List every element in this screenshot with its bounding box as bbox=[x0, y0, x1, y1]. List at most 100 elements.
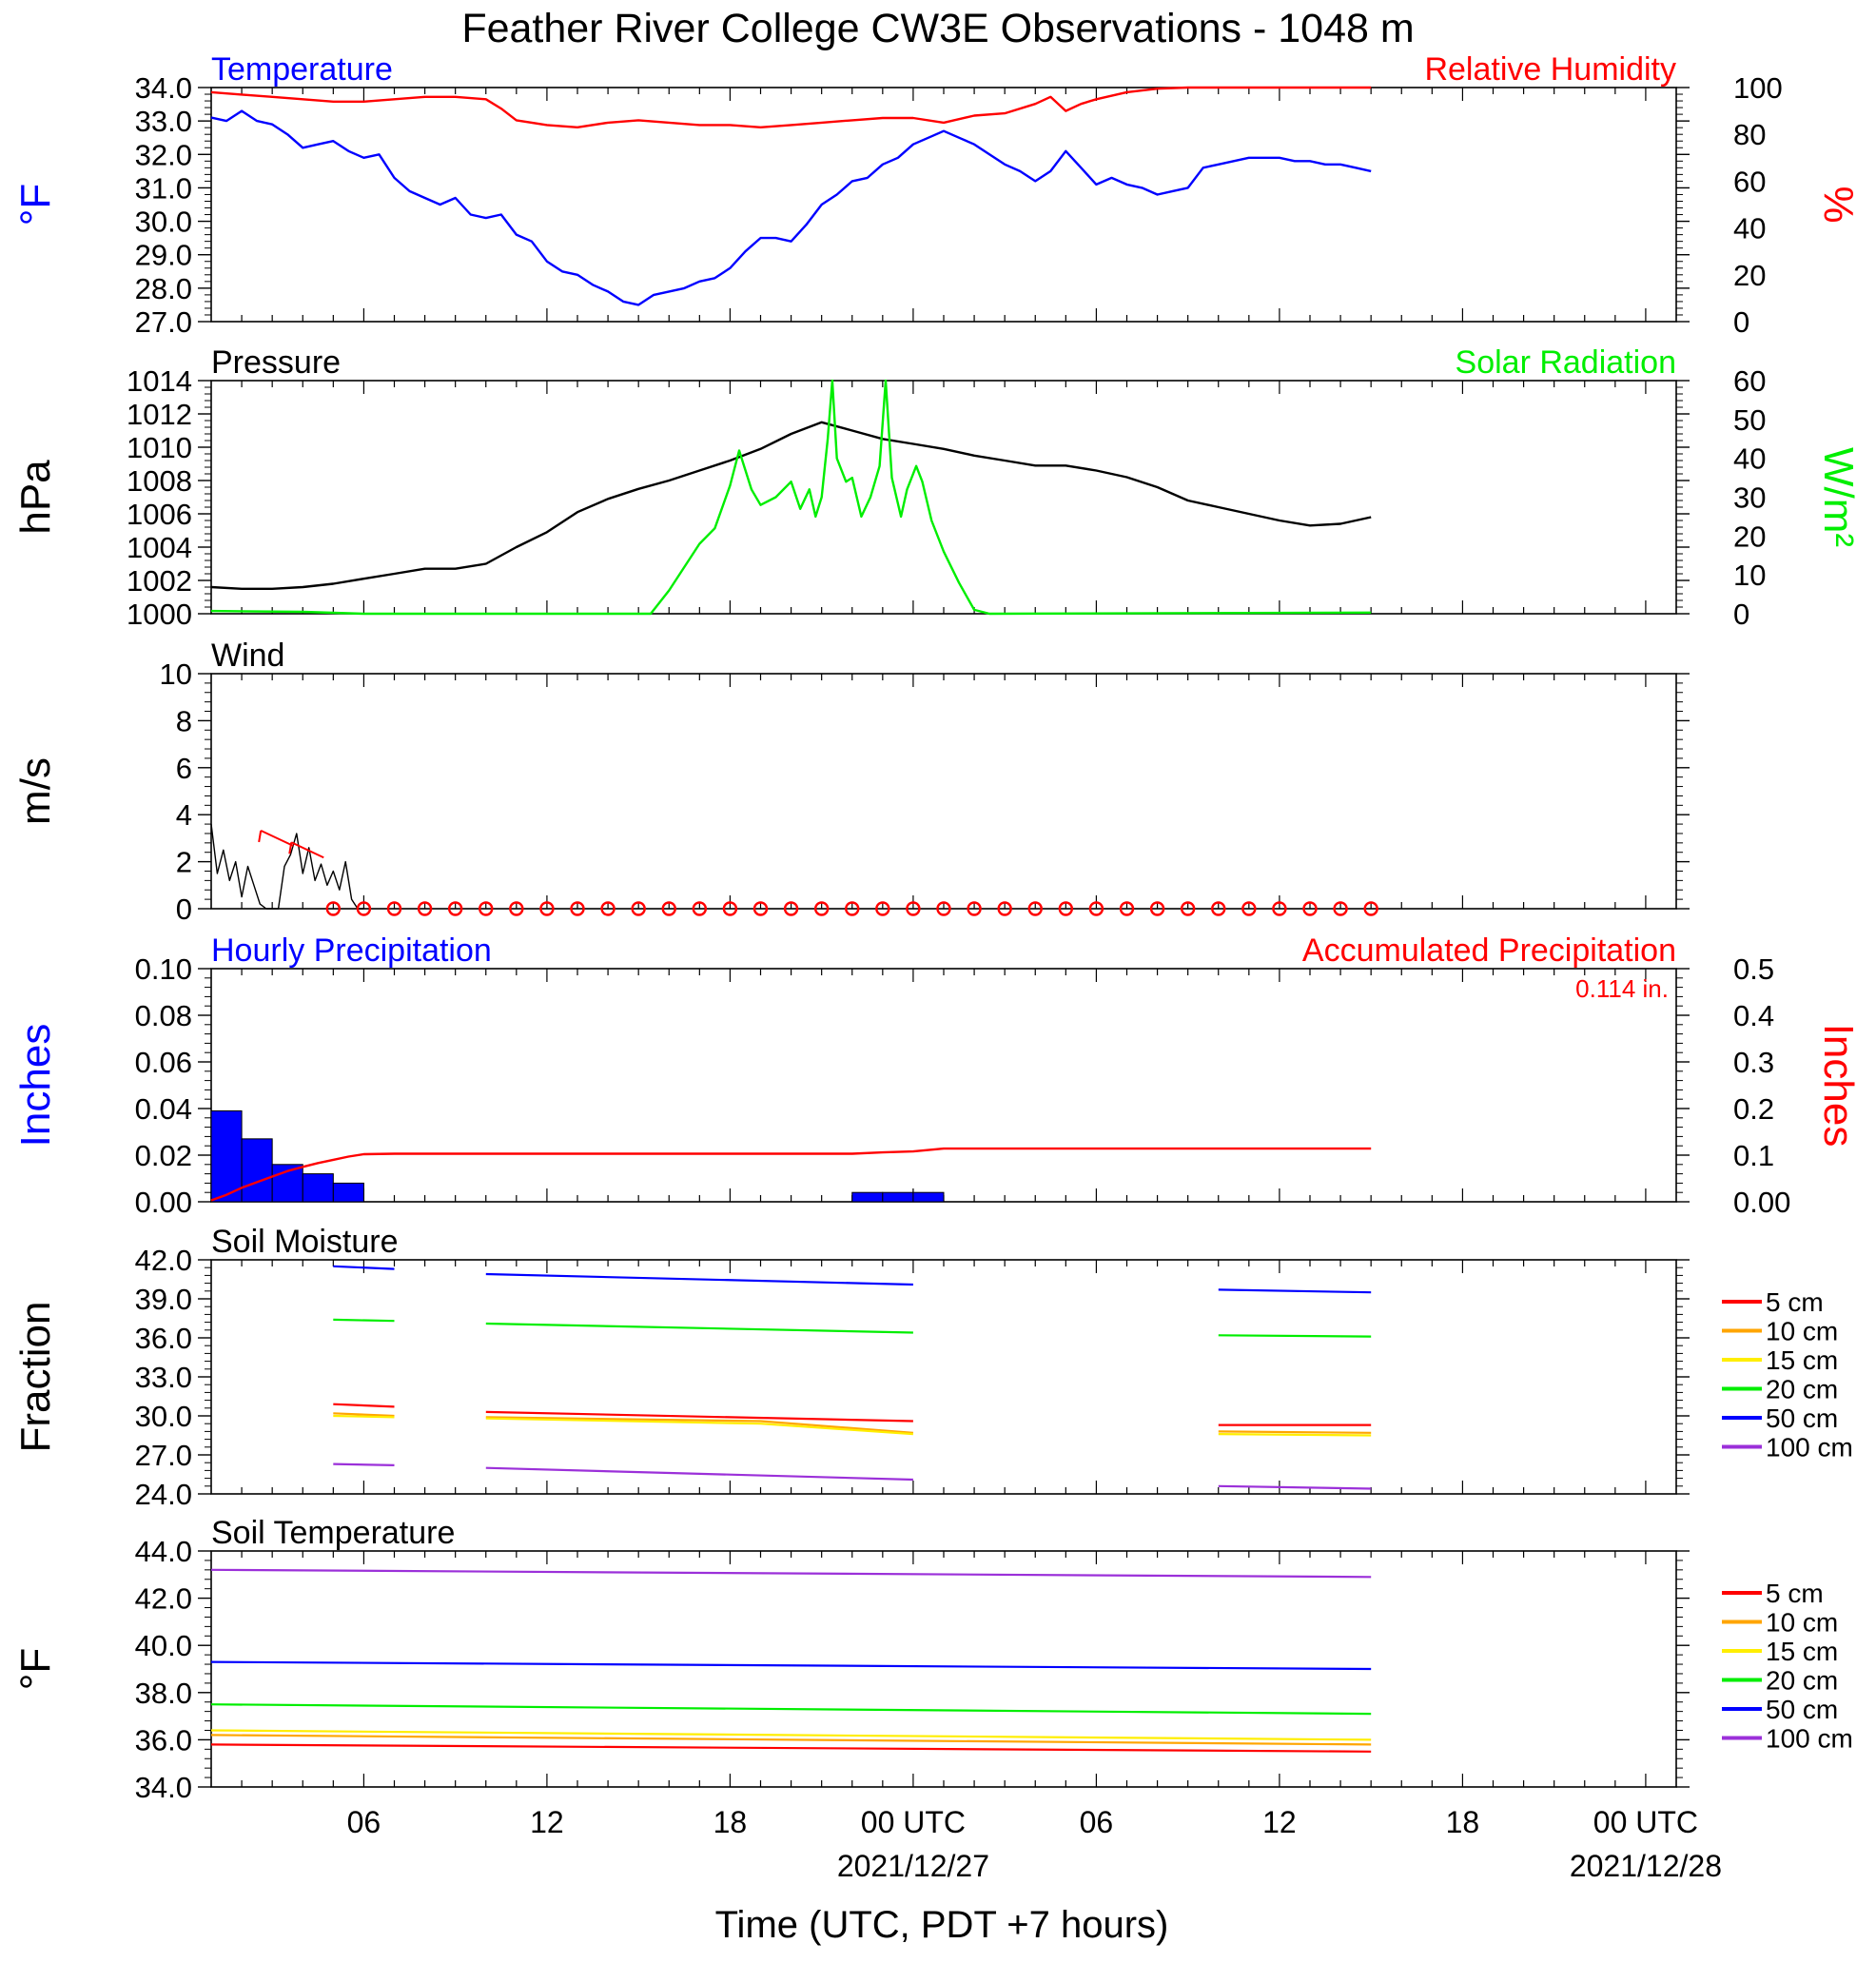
y-axis-label-right: % bbox=[1815, 186, 1862, 223]
series-line-100-cm bbox=[210, 1568, 1372, 1579]
y-tick-label-left: 10 bbox=[160, 658, 192, 691]
y-tick-label-right: 100 bbox=[1733, 71, 1783, 105]
y-tick-label-right: 50 bbox=[1733, 403, 1766, 437]
precip-bar bbox=[332, 1182, 364, 1203]
panel-frame bbox=[210, 1550, 1677, 1788]
calm-wind-marker bbox=[752, 901, 769, 916]
time-tick-label: 18 bbox=[1446, 1805, 1480, 1839]
calm-wind-marker bbox=[417, 901, 433, 916]
y-tick-label-left: 1010 bbox=[127, 431, 192, 464]
panel-temperature_rh: 34.033.032.031.030.029.028.027.0 100 80 60 4… bbox=[12, 51, 1862, 339]
calm-wind-marker bbox=[1363, 901, 1378, 916]
time-tick-label: 06 bbox=[1080, 1805, 1114, 1839]
y-tick-label-left: 27.0 bbox=[135, 305, 192, 339]
series-segment-50-cm bbox=[1218, 1288, 1372, 1294]
y-axis-label-left: m/s bbox=[12, 757, 59, 825]
date-label: 2021/12/28 bbox=[1570, 1849, 1722, 1883]
legend-label: 50 cm bbox=[1766, 1404, 1838, 1433]
calm-wind-marker bbox=[906, 901, 921, 916]
y-tick-label-right: 30 bbox=[1733, 481, 1766, 515]
legend-label: 20 cm bbox=[1766, 1375, 1838, 1404]
calm-wind-marker bbox=[1302, 901, 1318, 916]
legend-label: 15 cm bbox=[1766, 1345, 1838, 1375]
y-axis-label-right: W/m² bbox=[1815, 447, 1862, 547]
time-axis: 06 12 18 00 UTC 2021/12/27 06 12 18 00 UTC 2021/1… bbox=[347, 1805, 1722, 1883]
series-segment-20-cm bbox=[485, 1322, 913, 1334]
series-segment-20-cm bbox=[333, 1318, 395, 1323]
panel-precipitation: 0.10 0.08 0.06 0.04 0.02 0.00 0.5 0.4 0.3 0.2 0.1 0… bbox=[12, 932, 1862, 1219]
y-tick-label-right: 80 bbox=[1733, 118, 1766, 151]
y-tick-label-left: 0.10 bbox=[135, 952, 192, 986]
panel-title-left: Soil Temperature bbox=[211, 1515, 455, 1551]
series-line-temperature bbox=[210, 109, 1372, 306]
chart-title: Feather River College CW3E Observations … bbox=[461, 6, 1414, 51]
y-tick-label-left: 40.0 bbox=[135, 1629, 192, 1662]
calm-wind-marker bbox=[1027, 901, 1043, 916]
y-tick-label-left: 30.0 bbox=[135, 206, 192, 239]
time-tick-label: 00 UTC bbox=[861, 1805, 966, 1839]
wind-barb-flag bbox=[258, 830, 263, 843]
panel-frame bbox=[210, 968, 1677, 1203]
series-segment-50-cm bbox=[485, 1272, 913, 1286]
legend-label: 100 cm bbox=[1766, 1433, 1853, 1462]
precip-bar bbox=[882, 1191, 914, 1203]
precip-bar bbox=[851, 1191, 884, 1203]
y-tick-label-right: 60 bbox=[1733, 165, 1766, 198]
precip-bar bbox=[241, 1138, 273, 1203]
y-tick-label-left: 0.02 bbox=[135, 1139, 192, 1172]
panel-soil_moisture: 42.0 39.0 36.0 33.0 30.0 27.0 24.0 Soil Moistur… bbox=[12, 1224, 1853, 1511]
y-tick-label-left: 31.0 bbox=[135, 171, 192, 205]
y-tick-label-right: 10 bbox=[1733, 559, 1766, 592]
series-segment-5-cm bbox=[333, 1403, 395, 1408]
y-axis-label-left: hPa bbox=[12, 460, 59, 535]
calm-wind-marker bbox=[447, 901, 463, 916]
series-segment-10-cm bbox=[485, 1416, 913, 1434]
y-tick-label-left: 0.04 bbox=[135, 1092, 192, 1126]
y-tick-label-left: 33.0 bbox=[135, 105, 192, 138]
calm-wind-marker bbox=[1119, 901, 1135, 916]
y-tick-label-right: 0 bbox=[1733, 598, 1749, 631]
panel-title-right: Accumulated Precipitation bbox=[1302, 932, 1676, 969]
y-tick-label-left: 6 bbox=[176, 752, 192, 785]
series-segment-15-cm bbox=[333, 1414, 395, 1419]
y-tick-label-left: 8 bbox=[176, 704, 192, 737]
y-tick-label-right: 60 bbox=[1733, 364, 1766, 398]
calm-wind-marker bbox=[1180, 901, 1196, 916]
y-tick-label-right: 0.1 bbox=[1733, 1139, 1774, 1172]
series-segment-100-cm bbox=[485, 1466, 913, 1482]
calm-wind-marker bbox=[1241, 901, 1257, 916]
y-tick-label-left: 30.0 bbox=[135, 1400, 192, 1433]
y-tick-label-left: 36.0 bbox=[135, 1723, 192, 1757]
legend-label: 15 cm bbox=[1766, 1637, 1838, 1666]
series-segment-100-cm bbox=[333, 1462, 395, 1466]
series-line-10-cm bbox=[210, 1734, 1372, 1746]
y-tick-label-left: 42.0 bbox=[135, 1244, 192, 1277]
y-tick-label-left: 0 bbox=[176, 893, 192, 926]
calm-wind-marker bbox=[1088, 901, 1104, 916]
precip-bar bbox=[302, 1173, 334, 1203]
panel-title-left: Temperature bbox=[211, 51, 393, 88]
panel-frame bbox=[210, 1259, 1677, 1495]
series-line-15-cm bbox=[210, 1729, 1372, 1741]
y-tick-label-left: 1002 bbox=[127, 564, 192, 598]
series-line-wind-speed bbox=[210, 824, 364, 910]
y-tick-label-left: 32.0 bbox=[135, 138, 192, 171]
calm-wind-marker bbox=[325, 901, 342, 916]
y-tick-label-left: 27.0 bbox=[135, 1439, 192, 1472]
legend-label: 100 cm bbox=[1766, 1724, 1853, 1754]
panel-frame bbox=[210, 673, 1677, 910]
y-axis-label-left: Inches bbox=[12, 1024, 59, 1148]
y-tick-label-left: 1006 bbox=[127, 498, 192, 531]
series-segment-15-cm bbox=[485, 1417, 913, 1436]
calm-wind-marker bbox=[875, 901, 890, 916]
y-axis-label-left: Fraction bbox=[12, 1302, 59, 1453]
calm-wind-marker bbox=[967, 901, 982, 916]
legend-label: 10 cm bbox=[1766, 1608, 1838, 1638]
calm-wind-marker bbox=[813, 901, 830, 916]
calm-wind-marker bbox=[479, 901, 494, 916]
panel-wind: 10 8 6 4 2 0 Wind m/s bbox=[12, 638, 1690, 926]
y-tick-label-left: 1000 bbox=[127, 598, 192, 631]
series-line-20-cm bbox=[210, 1703, 1372, 1716]
series-line-relative-humidity bbox=[210, 86, 1372, 128]
y-tick-label-left: 42.0 bbox=[135, 1582, 192, 1616]
